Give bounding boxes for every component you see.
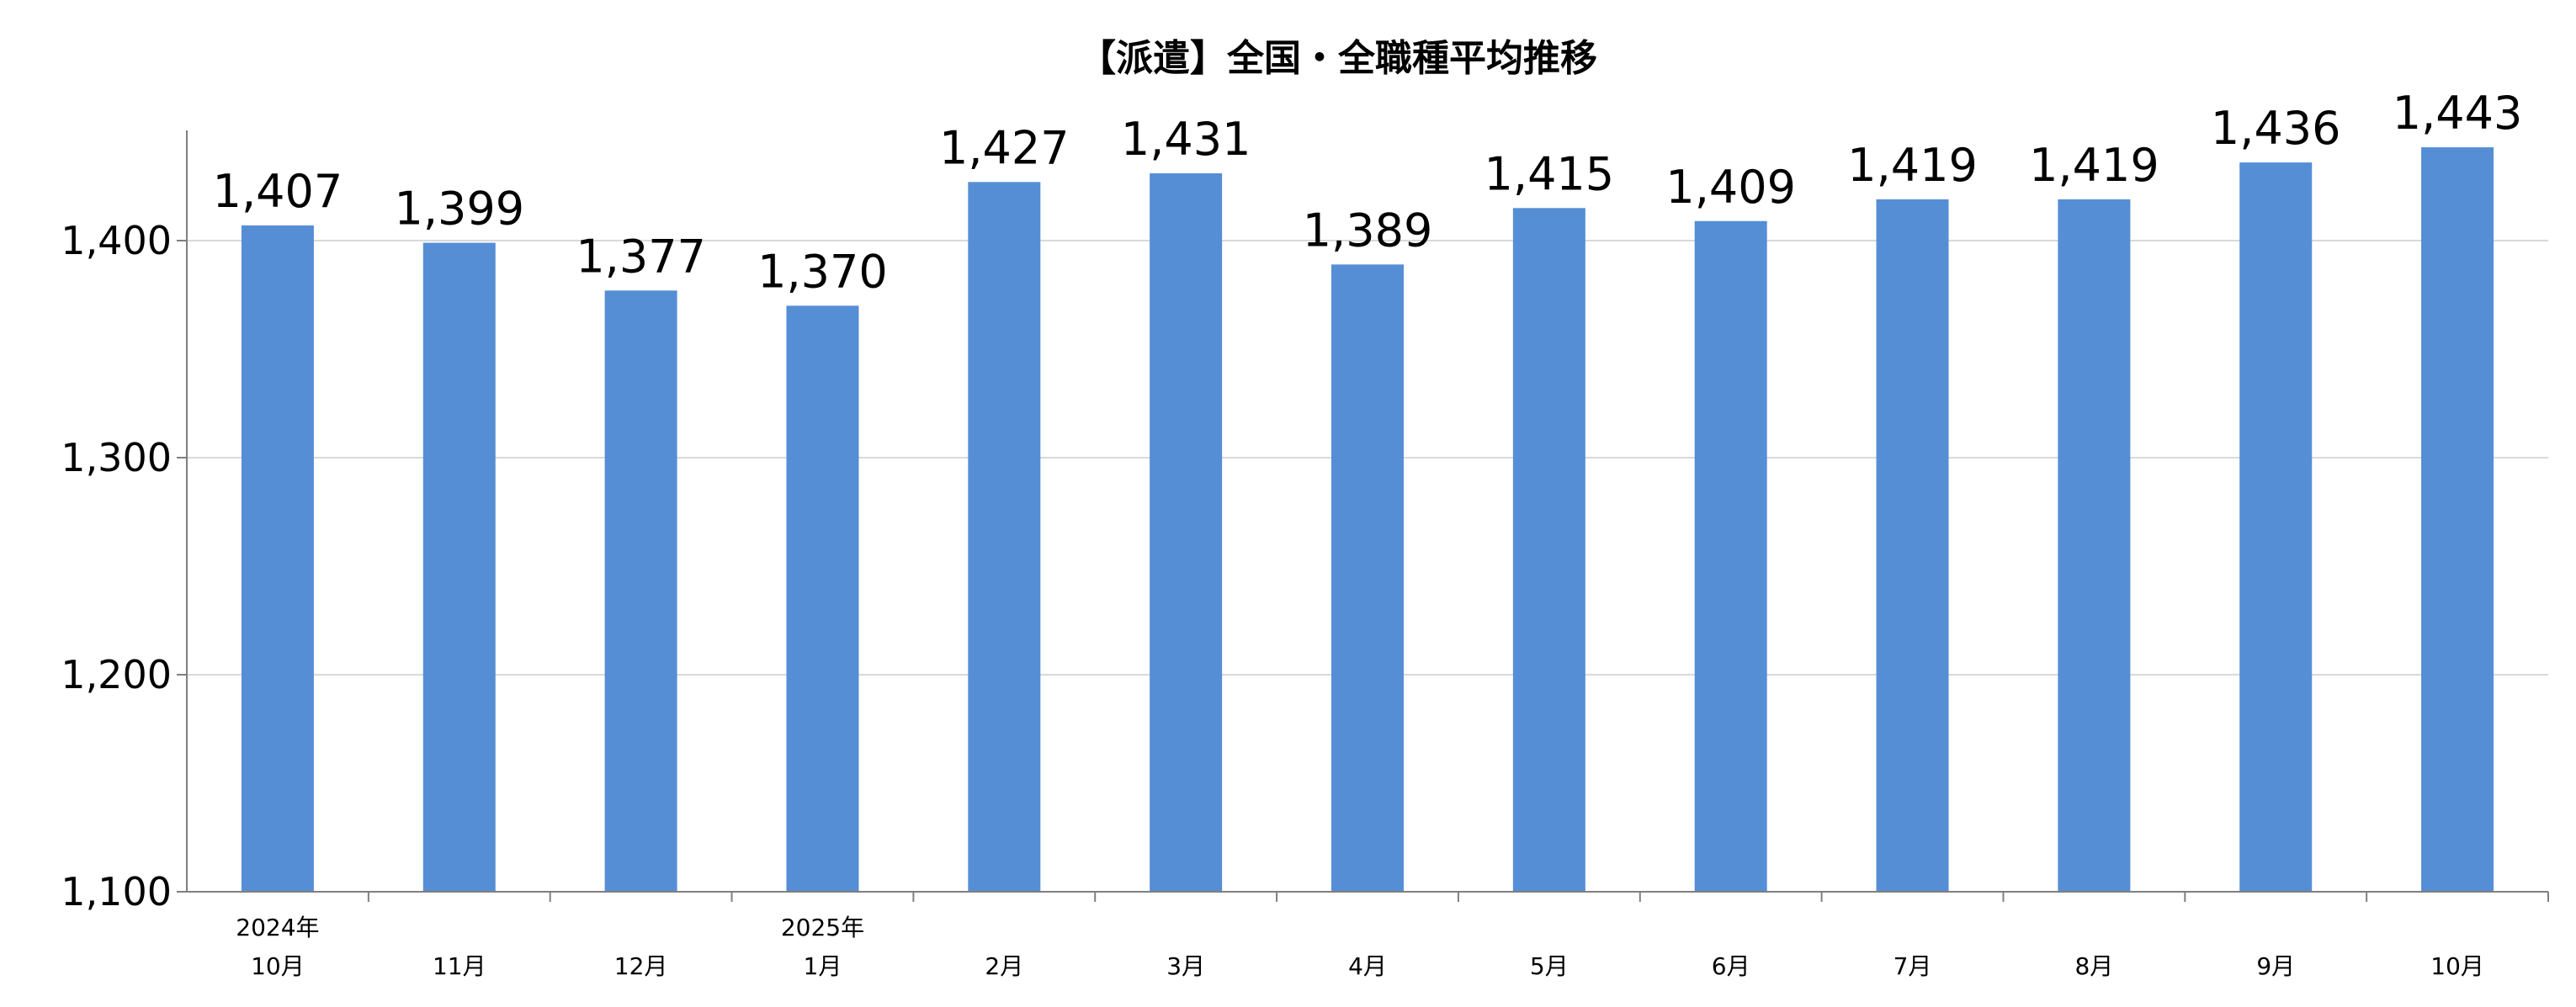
bar — [241, 225, 314, 892]
bar — [422, 242, 496, 893]
bar — [2239, 162, 2313, 892]
x-tick-label-month: 8月 — [2074, 952, 2113, 980]
x-tick-label-month: 6月 — [1712, 952, 1750, 980]
bars — [241, 147, 2494, 893]
x-tick-label-month: 10月 — [251, 952, 305, 980]
x-tick-labels: 2024年 10月 11月 12月 2025年 1月 2月 3月 4月 5月 6月 7月 8月 9月 10月 — [236, 914, 2484, 980]
data-label: 1,436 — [2211, 102, 2341, 155]
bar — [2058, 199, 2131, 893]
x-tick-label-month: 7月 — [1893, 952, 1932, 980]
data-label: 1,377 — [576, 230, 706, 283]
data-label: 1,427 — [939, 121, 1070, 174]
axes — [177, 130, 2549, 902]
data-label: 1,431 — [1121, 113, 1251, 166]
y-tick-label: 1,300 — [61, 435, 172, 480]
y-tick-label: 1,400 — [61, 218, 172, 263]
x-tick-label-month: 9月 — [2256, 952, 2295, 980]
data-label: 1,407 — [213, 165, 343, 218]
data-label: 1,443 — [2393, 87, 2523, 140]
data-labels: 1,407 1,399 1,377 1,370 1,427 1,431 1,389 1,415… — [213, 87, 2523, 298]
x-tick-label-month: 5月 — [1530, 952, 1569, 980]
x-tick-label-month: 3月 — [1166, 952, 1205, 980]
y-tick-label: 1,200 — [61, 652, 172, 697]
y-tick-labels: 1,100 1,200 1,300 1,400 — [61, 218, 172, 914]
x-tick-label-month: 2月 — [985, 952, 1023, 980]
x-tick-label-year: 2025年 — [781, 914, 864, 941]
bar — [1150, 173, 1223, 892]
data-label: 1,415 — [1485, 147, 1615, 200]
bar — [786, 305, 859, 892]
bar — [604, 290, 677, 893]
data-label: 1,419 — [2029, 139, 2159, 192]
bar — [1876, 199, 1949, 893]
chart-title: 【派遣】全国・全職種平均推移 — [1079, 37, 1597, 80]
data-label: 1,370 — [757, 245, 888, 298]
x-tick-label-month: 1月 — [804, 952, 842, 980]
x-tick-label-month: 4月 — [1348, 952, 1387, 980]
y-tick-label: 1,100 — [61, 869, 172, 914]
data-label: 1,419 — [1847, 139, 1978, 192]
x-tick-label-month: 12月 — [614, 952, 668, 980]
bar — [1331, 264, 1404, 892]
bar — [2421, 147, 2494, 892]
data-label: 1,399 — [394, 183, 524, 236]
x-tick-label-month: 11月 — [433, 952, 486, 980]
data-label: 1,409 — [1665, 161, 1796, 214]
bar — [1694, 220, 1767, 892]
x-tick-label-year: 2024年 — [236, 914, 319, 941]
bar — [968, 182, 1041, 893]
bar — [1512, 208, 1585, 893]
data-label: 1,389 — [1303, 204, 1433, 257]
x-tick-label-month: 10月 — [2430, 952, 2484, 980]
